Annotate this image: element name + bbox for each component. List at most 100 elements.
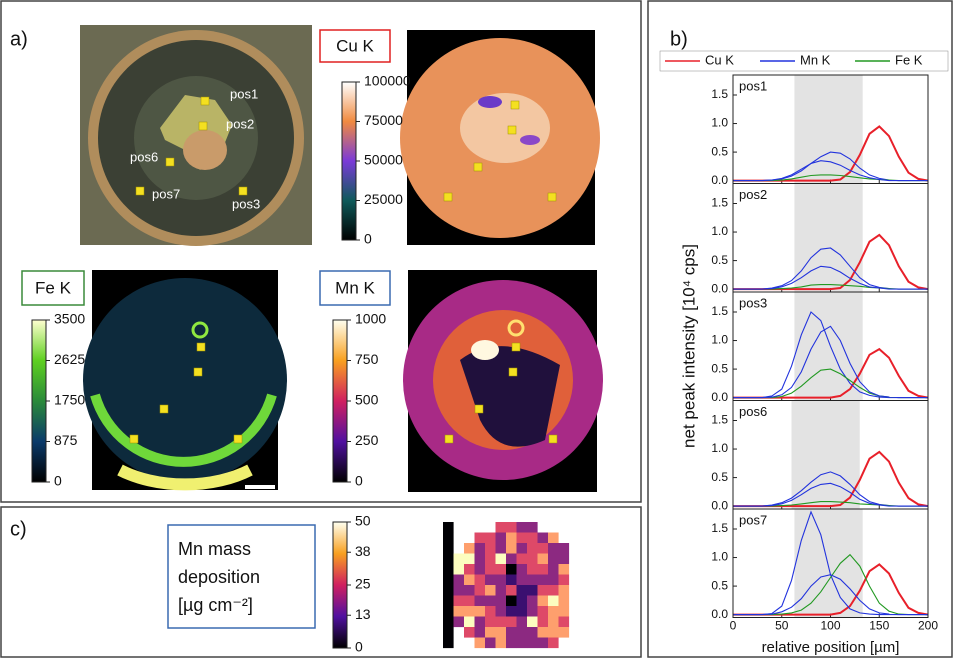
map-pixel (548, 585, 559, 596)
map-pixel (527, 616, 538, 628)
map-pixel (527, 553, 538, 565)
position-label: pos1 (230, 86, 258, 101)
map-pixel (495, 522, 507, 533)
colorbar-tick-label: 1750 (54, 392, 85, 408)
position-label: pos7 (152, 186, 180, 201)
mn-title-box (319, 270, 391, 306)
fe-title-box (21, 270, 85, 306)
y-tick-label: 1.0 (711, 116, 728, 130)
series-line (733, 160, 928, 182)
map-pixel (516, 606, 528, 617)
position-label: pos2 (226, 116, 254, 131)
colorbar (332, 319, 348, 483)
map-pixel (443, 522, 454, 533)
map-pixel (443, 595, 454, 607)
position-marker (196, 342, 206, 352)
y-tick-label: 0.5 (711, 253, 728, 267)
colorbar-tick-label: 13 (355, 606, 371, 622)
y-tick-label: 1.0 (711, 441, 728, 455)
colorbar-tick-label: 50 (355, 513, 371, 529)
map-pixel (495, 553, 507, 565)
y-tick-label: 1.5 (711, 196, 728, 210)
position-marker (135, 186, 145, 196)
colorbar (341, 81, 357, 241)
panel-c-frame (0, 506, 642, 658)
map-pixel (443, 553, 454, 565)
map-pixel (537, 564, 549, 575)
y-tick-label: 0.0 (711, 390, 728, 404)
series-line (733, 574, 928, 616)
map-pixel (443, 574, 454, 586)
map-pixel (516, 543, 528, 554)
y-tick-label: 0.0 (711, 281, 728, 295)
map-pixel (527, 574, 538, 586)
colorbar-tick-label: 0 (54, 473, 62, 489)
map-pixel (464, 606, 475, 617)
map-pixel (453, 606, 465, 617)
map-pixel (548, 606, 559, 617)
map-pixel (506, 606, 517, 617)
position-marker (129, 434, 139, 444)
position-marker (165, 157, 175, 167)
map-pixel (464, 616, 475, 628)
subplot-title: pos2 (739, 187, 767, 202)
map-pixel (516, 585, 528, 596)
position-label: pos6 (130, 149, 158, 164)
position-marker (508, 367, 518, 377)
colorbar-tick-label: 0 (364, 231, 372, 247)
map-title: Cu K (336, 36, 374, 55)
series-line (733, 482, 928, 507)
map-pixel (527, 543, 538, 554)
map-pixel (506, 553, 517, 565)
map-pixel (537, 574, 549, 586)
legend-label: Mn K (800, 52, 831, 67)
colorbar-tick-label: 250 (355, 432, 379, 448)
panel-label: a) (10, 28, 28, 50)
position-marker (443, 192, 453, 202)
map-pixel (443, 606, 454, 617)
legend-label: Fe K (895, 52, 923, 67)
y-tick-label: 1.5 (711, 521, 728, 535)
x-tick-label: 150 (869, 619, 889, 633)
map-pixel (537, 595, 549, 607)
map-pixel (485, 553, 496, 565)
map-pixel (527, 627, 538, 638)
map-pixel (453, 585, 465, 596)
map-pixel (485, 616, 496, 628)
map-pixel (558, 585, 570, 596)
colorbar (31, 319, 47, 483)
map-title: Fe K (35, 278, 72, 297)
map-pixel (495, 543, 507, 554)
map-pixel (464, 564, 475, 575)
map-pixel (474, 543, 486, 554)
panel-label: c) (10, 518, 27, 540)
map-pixel (537, 543, 549, 554)
legend-label: Cu K (705, 52, 734, 67)
colorbar-tick-label: 500 (355, 392, 379, 408)
position-marker (507, 125, 517, 135)
panel-a-frame (0, 0, 642, 503)
colorbar-tick-label: 75000 (364, 112, 403, 128)
map-pixel (548, 627, 559, 638)
position-marker (510, 100, 520, 110)
map-pixel (464, 553, 475, 565)
colorbar-tick-label: 25000 (364, 191, 403, 207)
map-pixel (506, 595, 517, 607)
legend-box (659, 50, 949, 72)
map-pixel (443, 637, 454, 649)
position-marker (473, 162, 483, 172)
map-pixel (443, 585, 454, 596)
mn-map (403, 270, 603, 492)
map-pixel (474, 627, 486, 638)
position-marker (474, 404, 484, 414)
c-title: Mn mass (178, 539, 251, 559)
position-marker (511, 342, 521, 352)
position-label: pos3 (232, 196, 260, 211)
map-pixel (506, 627, 517, 638)
map-pixel (516, 553, 528, 565)
map-pixel (464, 585, 475, 596)
map-pixel (516, 574, 528, 586)
fe-map (83, 270, 287, 491)
map-pixel (537, 616, 549, 628)
panel-label: b) (670, 28, 688, 50)
